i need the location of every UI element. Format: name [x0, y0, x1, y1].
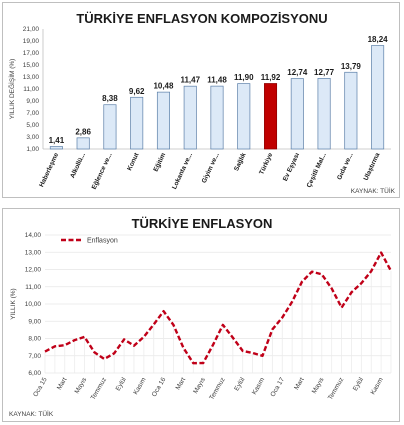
- y-tick-label: 12,00: [25, 267, 42, 274]
- bar: [344, 71, 358, 150]
- composition-bar-chart: TÜRKİYE ENFLASYON KOMPOZİSYONU 1,00 3,00 5,…: [7, 11, 396, 195]
- x-tick-label: Mayıs: [74, 376, 89, 395]
- bar-value-label: 18,24: [368, 35, 389, 44]
- x-tick-label: Oca 16: [151, 376, 168, 398]
- x-tick-label: Eylül: [115, 376, 128, 392]
- bar: [210, 85, 224, 150]
- x-tick-label: Mayıs: [311, 376, 326, 395]
- bar: [49, 146, 63, 150]
- inflation-line-chart-panel: TÜRKİYE ENFLASYON 6,00 7,00 8,00 9,00 10,00 11…: [2, 208, 400, 422]
- y-tick-label: 10,00: [25, 301, 42, 308]
- x-tick-label: Oca 17: [269, 376, 286, 398]
- source-label: KAYNAK: TÜİK: [351, 186, 396, 195]
- category-label: Eğitim: [153, 152, 168, 173]
- bar-value-label: 11,90: [234, 73, 254, 82]
- bar: [183, 85, 197, 150]
- source-label: KAYNAK: TÜİK: [9, 409, 54, 418]
- category-label: Ev Eşyası: [282, 152, 301, 183]
- series-line-enflasyon: [44, 251, 393, 365]
- bar-value-label: 11,48: [207, 76, 227, 85]
- y-tick-label: 13,00: [23, 74, 40, 81]
- category-label: Eğlence ve...: [91, 152, 114, 191]
- y-tick-label: 1,00: [26, 146, 39, 153]
- bar-value-label: 12,77: [314, 68, 335, 77]
- y-tick-label: 9,00: [26, 98, 39, 105]
- inflation-line-chart: TÜRKİYE ENFLASYON 6,00 7,00 8,00 9,00 10,00 11…: [9, 216, 393, 418]
- bar-highlight: [264, 83, 278, 150]
- y-tick-label: 15,00: [23, 62, 40, 69]
- x-tick-label: Mayıs: [192, 376, 207, 395]
- bar: [130, 96, 144, 150]
- bar-value-label: 13,79: [341, 62, 362, 71]
- bar: [371, 45, 385, 150]
- category-label: Lokanta ve...: [171, 152, 194, 191]
- y-tick-label: 5,00: [26, 122, 39, 129]
- y-tick-label: 11,00: [25, 284, 41, 291]
- x-tick-label: Kasım: [132, 377, 147, 396]
- y-axis-label: YILLIK DEĞİŞİM (%): [7, 59, 16, 120]
- x-tick-label: Temmuz: [208, 377, 226, 402]
- y-tick-label: 13,00: [25, 249, 42, 256]
- y-tick-label: 8,00: [28, 336, 41, 343]
- chart-title: TÜRKİYE ENFLASYON KOMPOZİSYONU: [76, 11, 327, 26]
- bar-value-label: 8,38: [102, 94, 118, 103]
- category-label: Ulaştırma: [363, 152, 382, 182]
- bar-value-label: 12,74: [287, 68, 308, 77]
- x-tick-label: Kasım: [370, 377, 385, 396]
- y-tick-label: 19,00: [23, 38, 40, 45]
- bar-value-label: 2,86: [75, 127, 91, 136]
- bar-value-label: 11,92: [261, 73, 281, 82]
- category-label: Alkollü...: [69, 152, 87, 180]
- category-label: Çeşitli Mal...: [306, 152, 328, 189]
- y-tick-label: 3,00: [26, 134, 39, 141]
- x-tick-label: Mart: [293, 376, 306, 391]
- bar-value-label: 11,47: [180, 76, 200, 85]
- y-tick-label: 21,00: [23, 26, 40, 33]
- category-label: Haberleşme: [38, 152, 60, 189]
- x-tick-label: Mart: [175, 376, 188, 391]
- bar: [317, 78, 331, 150]
- category-label: Giyim ve...: [201, 152, 221, 185]
- y-tick-label: 9,00: [28, 318, 41, 325]
- x-tick-label: Mart: [56, 376, 69, 391]
- x-tick-label: Eylül: [233, 376, 246, 392]
- legend-label: Enflasyon: [87, 238, 118, 245]
- x-tick-label: Temmuz: [90, 377, 108, 402]
- bar-value-label: 1,41: [49, 136, 65, 145]
- y-tick-label: 11,00: [23, 86, 39, 93]
- x-tick-label: Eylül: [352, 376, 365, 392]
- x-tick-label: Kasım: [251, 377, 266, 396]
- category-label: Sağlık: [233, 152, 248, 173]
- y-tick-label: 14,00: [25, 232, 42, 239]
- bar: [103, 104, 117, 150]
- bar: [156, 91, 170, 150]
- composition-chart-panel: TÜRKİYE ENFLASYON KOMPOZİSYONU 1,00 3,00 5,…: [2, 2, 400, 198]
- y-tick-label: 6,00: [28, 370, 41, 377]
- bar: [237, 83, 251, 150]
- bar: [290, 78, 304, 150]
- chart-title: TÜRKİYE ENFLASYON: [132, 216, 273, 231]
- category-label: Türkiye: [258, 152, 274, 176]
- x-tick-label: Temmuz: [327, 377, 345, 402]
- bar: [76, 137, 90, 150]
- bar-value-label: 9,62: [129, 87, 145, 96]
- y-tick-label: 7,00: [26, 110, 39, 117]
- y-tick-label: 7,00: [28, 353, 41, 360]
- y-tick-label: 17,00: [23, 50, 40, 57]
- y-axis-label: YILLIK (%): [10, 288, 17, 319]
- category-label: Konut: [126, 151, 141, 172]
- bar-value-label: 10,48: [153, 82, 174, 91]
- category-label: Gıda ve...: [336, 152, 355, 181]
- x-tick-label: Oca 15: [32, 376, 49, 398]
